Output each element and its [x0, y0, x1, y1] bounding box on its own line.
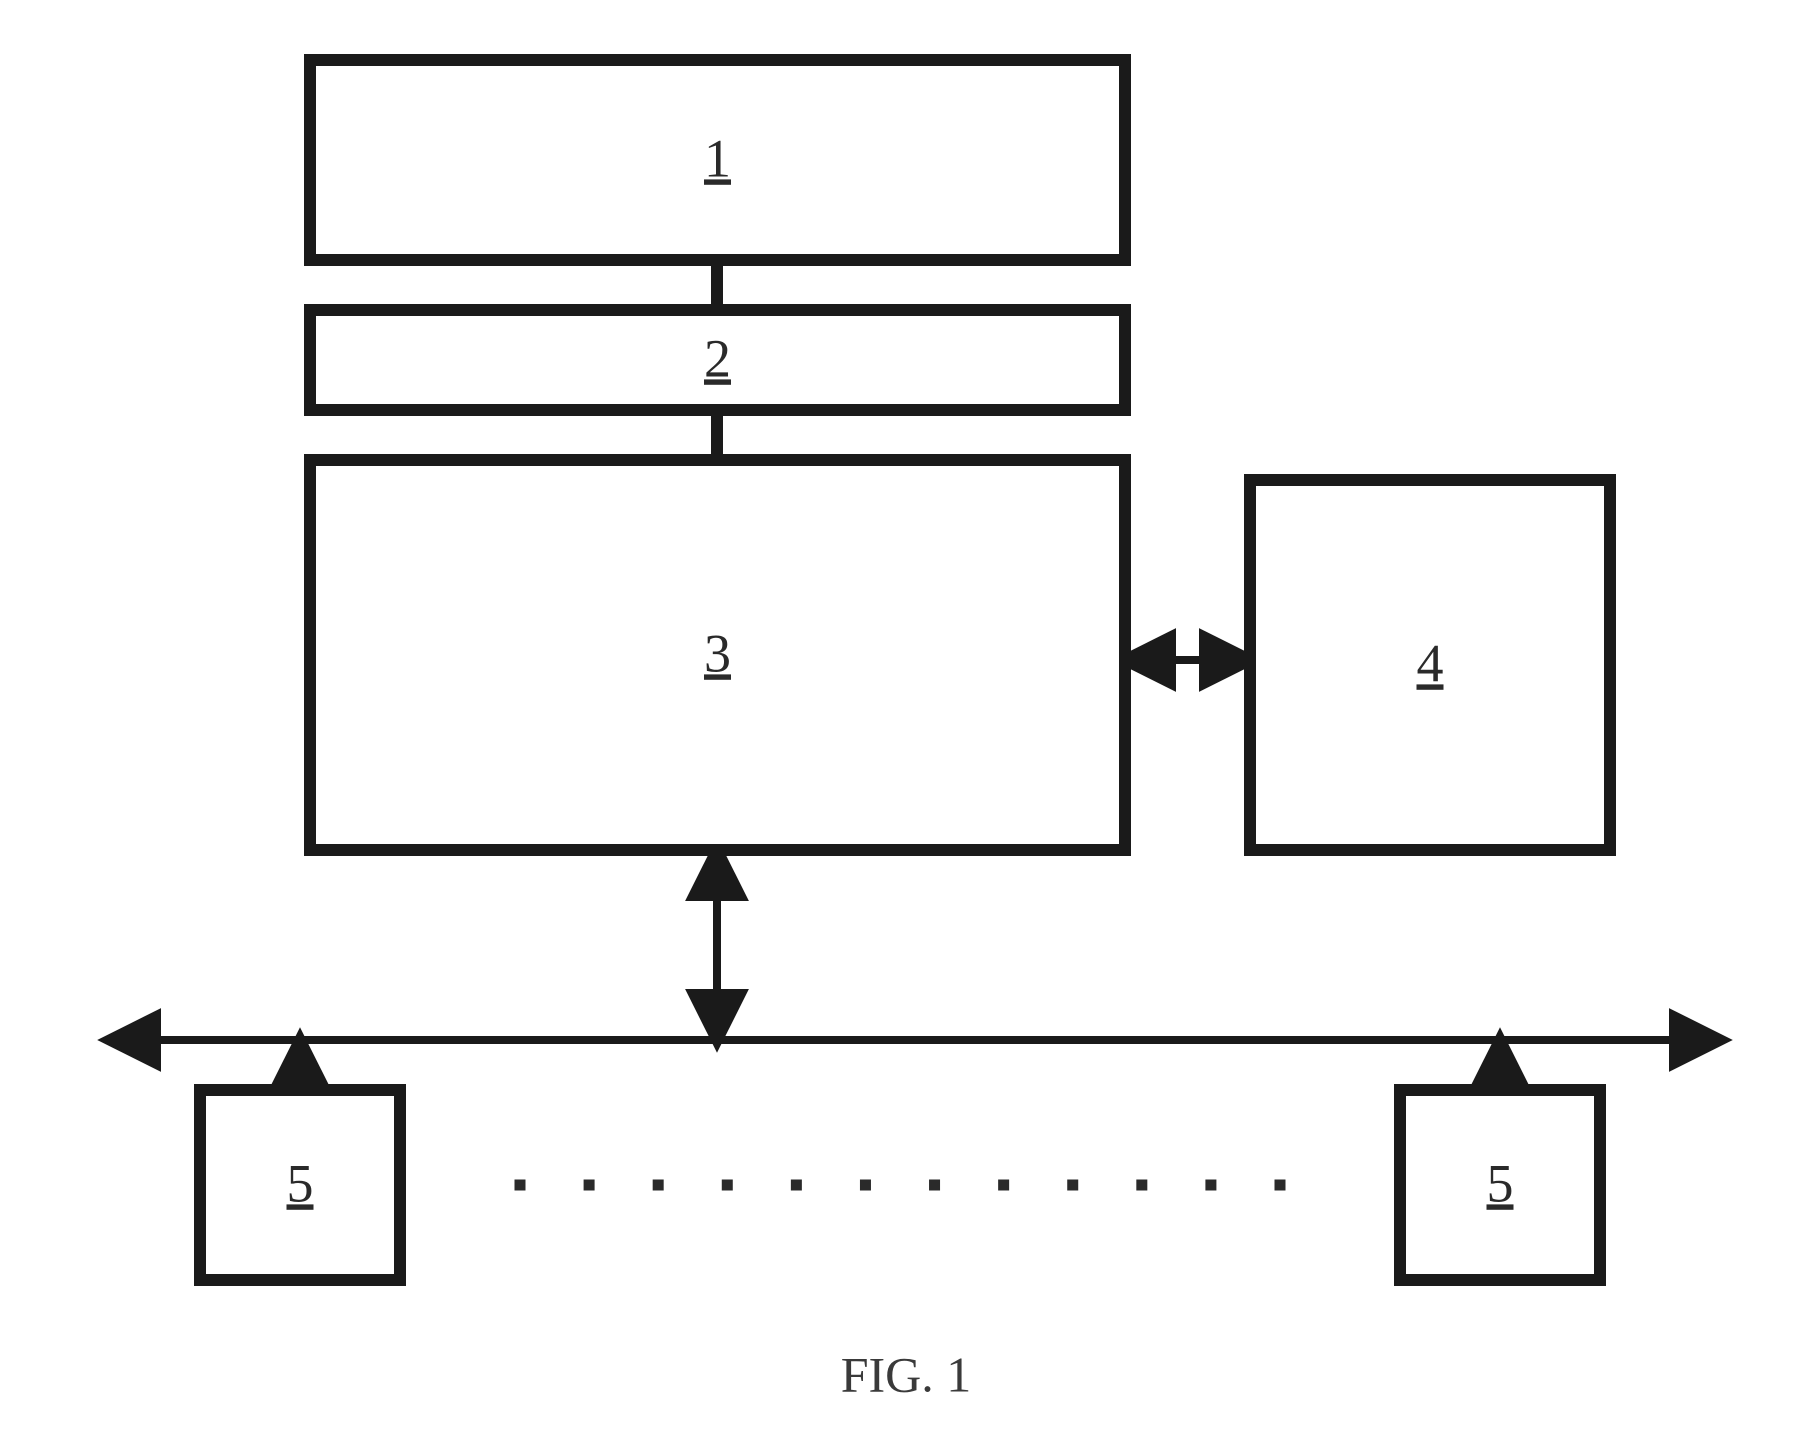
nodes: 1 2 3 4 5 5 — [200, 60, 1610, 1280]
ellipsis-dot — [722, 1180, 733, 1191]
ellipsis-dot — [584, 1180, 595, 1191]
block-diagram: 1 2 3 4 5 5 FIG. 1 — [0, 0, 1813, 1453]
block-label-n4: 4 — [1417, 633, 1444, 693]
block-label-n2: 2 — [704, 328, 731, 388]
ellipsis-dot — [791, 1180, 802, 1191]
ellipsis-dot — [1136, 1180, 1147, 1191]
block-label-n5a: 5 — [287, 1153, 314, 1213]
ellipsis-dot — [1275, 1180, 1286, 1191]
ellipsis-dot — [1205, 1180, 1216, 1191]
ellipsis-dot — [998, 1180, 1009, 1191]
ellipsis-dot — [929, 1180, 940, 1191]
ellipsis-dot — [860, 1180, 871, 1191]
block-label-n1: 1 — [704, 128, 731, 188]
ellipsis-dots — [515, 1180, 1286, 1191]
figure-caption: FIG. 1 — [841, 1346, 972, 1402]
block-label-n3: 3 — [704, 623, 731, 683]
ellipsis-dot — [515, 1180, 526, 1191]
block-label-n5b: 5 — [1487, 1153, 1514, 1213]
ellipsis-dot — [1067, 1180, 1078, 1191]
ellipsis-dot — [653, 1180, 664, 1191]
